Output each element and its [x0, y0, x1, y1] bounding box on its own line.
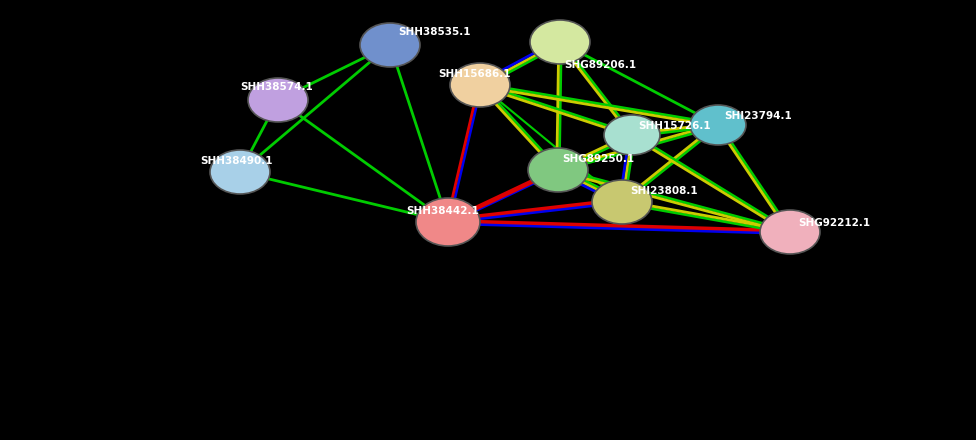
- Text: SHH15686.1: SHH15686.1: [438, 69, 510, 79]
- Text: SHI23808.1: SHI23808.1: [630, 186, 698, 196]
- Ellipse shape: [760, 210, 820, 254]
- Ellipse shape: [528, 148, 588, 192]
- Ellipse shape: [416, 198, 480, 246]
- Text: SHH38574.1: SHH38574.1: [240, 82, 312, 92]
- Text: SHG89206.1: SHG89206.1: [564, 60, 636, 70]
- Ellipse shape: [690, 105, 746, 145]
- Ellipse shape: [450, 63, 510, 107]
- Ellipse shape: [592, 180, 652, 224]
- Text: SHH38442.1: SHH38442.1: [406, 206, 479, 216]
- Text: SHH15726.1: SHH15726.1: [638, 121, 711, 131]
- Ellipse shape: [360, 23, 420, 67]
- Text: SHG92212.1: SHG92212.1: [798, 218, 871, 228]
- Ellipse shape: [530, 20, 590, 64]
- Ellipse shape: [604, 115, 660, 155]
- Text: SHH38490.1: SHH38490.1: [200, 156, 272, 166]
- Ellipse shape: [210, 150, 270, 194]
- Text: SHG89250.1: SHG89250.1: [562, 154, 634, 164]
- Text: SHI23794.1: SHI23794.1: [724, 111, 792, 121]
- Text: SHH38535.1: SHH38535.1: [398, 27, 470, 37]
- Ellipse shape: [248, 78, 308, 122]
